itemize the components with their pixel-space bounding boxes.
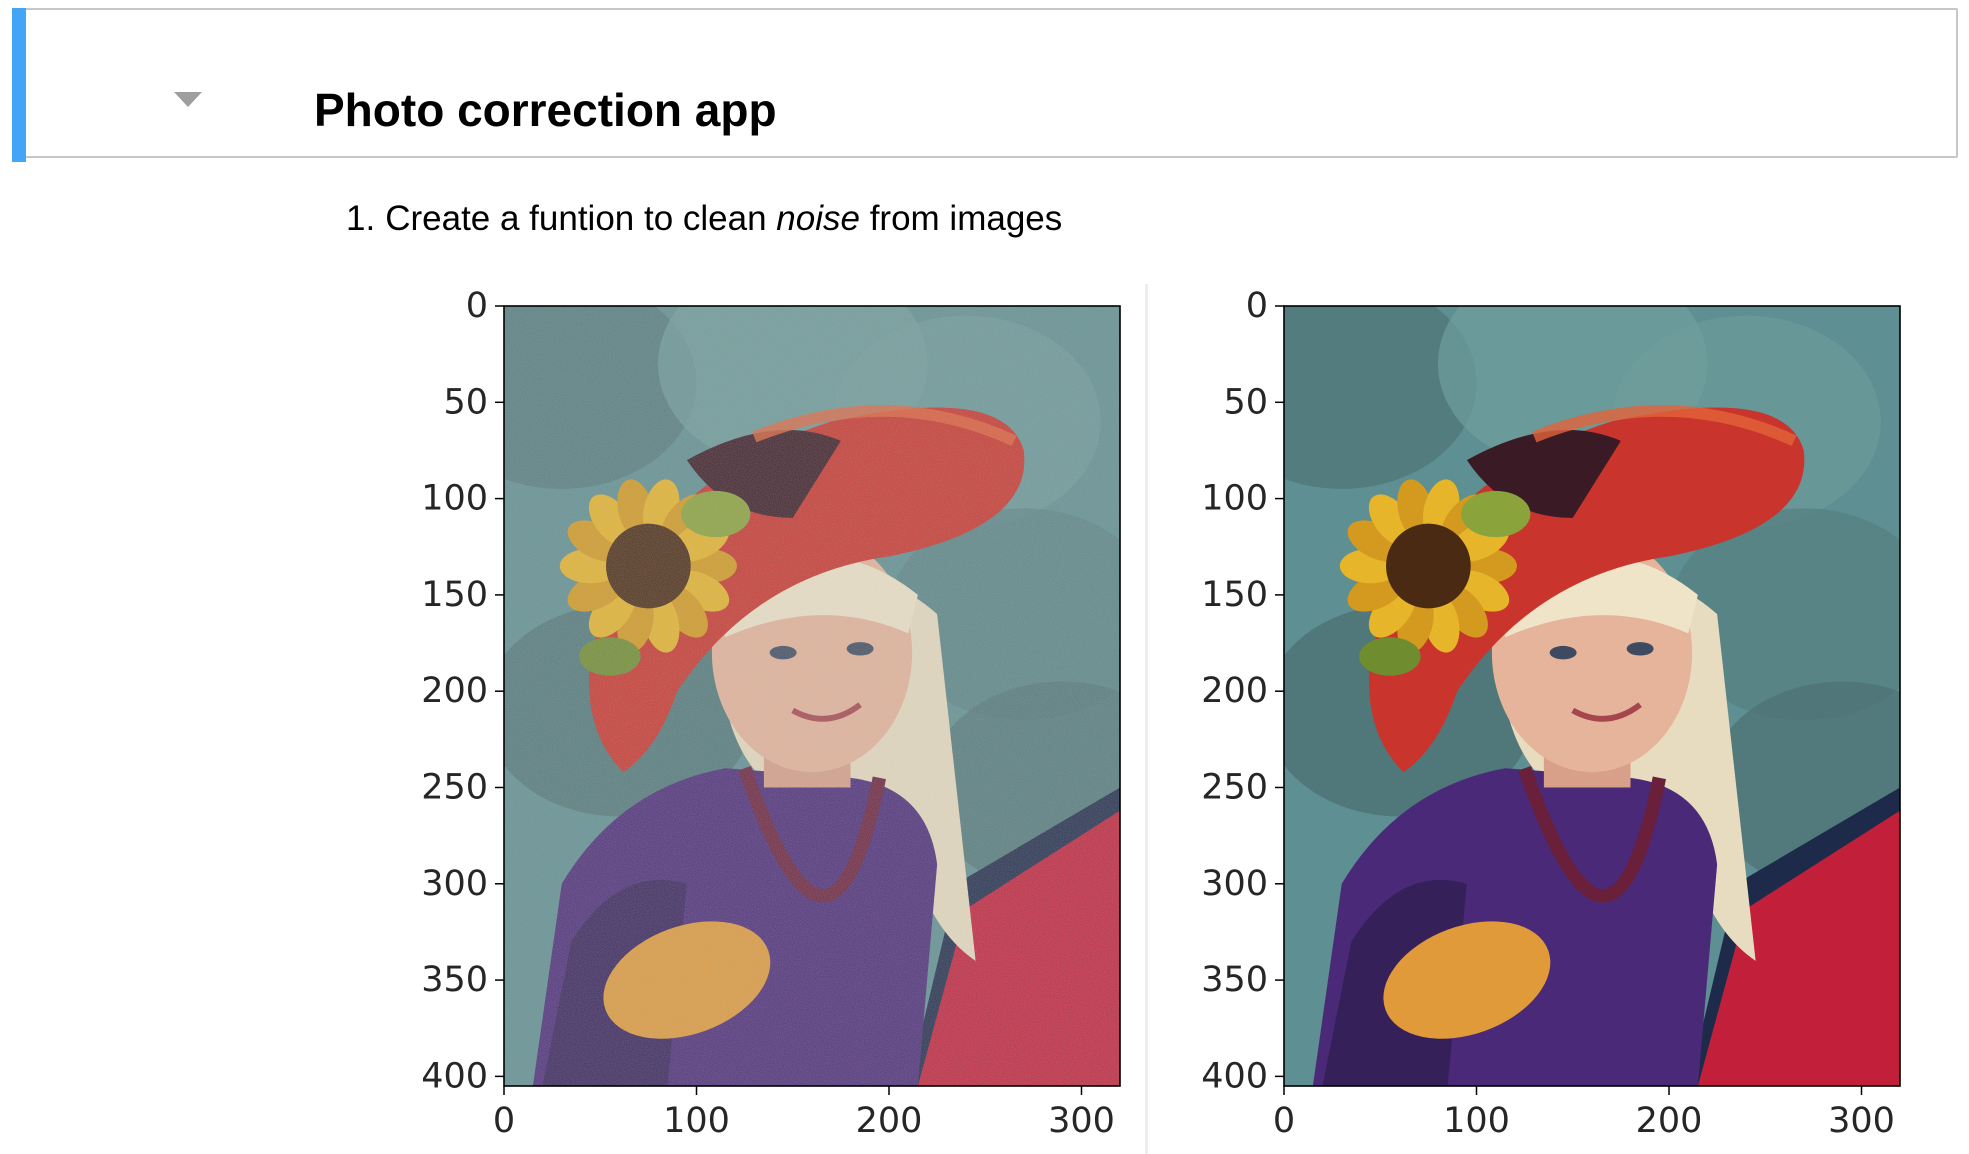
- y-tick-label: 300: [421, 864, 488, 904]
- chevron-down-icon[interactable]: [174, 92, 202, 107]
- y-tick-label: 150: [421, 575, 488, 615]
- list-item-text-end: from images: [859, 199, 1063, 238]
- task-list: 1. Create a funtion to clean noise from i…: [346, 194, 1062, 244]
- axes-frame: [1283, 305, 1901, 1087]
- x-tick-label: 100: [1443, 1101, 1510, 1141]
- y-tick-label: 100: [421, 479, 488, 519]
- page-title: Photo correction app: [314, 84, 777, 136]
- y-tick-label: 200: [1201, 671, 1268, 711]
- noisy-image-figure: 0 50 100 150 200 250 300 350 400 0 100 200 300: [378, 290, 1178, 1154]
- x-tick-label: 0: [493, 1101, 515, 1141]
- y-tick-label: 50: [1223, 382, 1268, 422]
- denoised-image-figure: 0 50 100 150 200 250 300 350 400 0 100 200 300: [1158, 290, 1958, 1154]
- noisy-image: [504, 306, 1120, 1086]
- y-tick-label: 50: [443, 382, 488, 422]
- y-tick-label: 300: [1201, 864, 1268, 904]
- x-tick-label: 0: [1273, 1101, 1295, 1141]
- axes-frame: [503, 305, 1121, 1087]
- y-tick-label: 0: [1246, 290, 1268, 326]
- output-divider: [1145, 284, 1148, 1154]
- list-item-number: 1.: [346, 199, 376, 238]
- y-tick-label: 350: [1201, 960, 1268, 1000]
- y-tick-label: 400: [1201, 1056, 1268, 1096]
- y-tick-label: 350: [421, 960, 488, 1000]
- x-tick-label: 300: [1048, 1101, 1115, 1141]
- denoised-image: [1284, 306, 1900, 1086]
- y-tick-label: 250: [1201, 767, 1268, 807]
- y-tick-label: 150: [1201, 575, 1268, 615]
- y-tick-label: 0: [466, 290, 488, 326]
- y-tick-label: 250: [421, 767, 488, 807]
- x-tick-label: 200: [1636, 1101, 1703, 1141]
- markdown-heading-cell[interactable]: Photo correction app: [12, 8, 1958, 162]
- x-tick-label: 300: [1828, 1101, 1895, 1141]
- x-tick-label: 200: [856, 1101, 923, 1141]
- y-tick-label: 400: [421, 1056, 488, 1096]
- list-item-text: Create a funtion to clean: [385, 199, 777, 238]
- list-item: 1. Create a funtion to clean noise from i…: [346, 194, 1062, 244]
- y-tick-label: 100: [1201, 479, 1268, 519]
- y-tick-label: 200: [421, 671, 488, 711]
- x-tick-label: 100: [663, 1101, 730, 1141]
- list-item-emphasis: noise: [776, 199, 860, 238]
- cell-selection-indicator: [12, 8, 26, 162]
